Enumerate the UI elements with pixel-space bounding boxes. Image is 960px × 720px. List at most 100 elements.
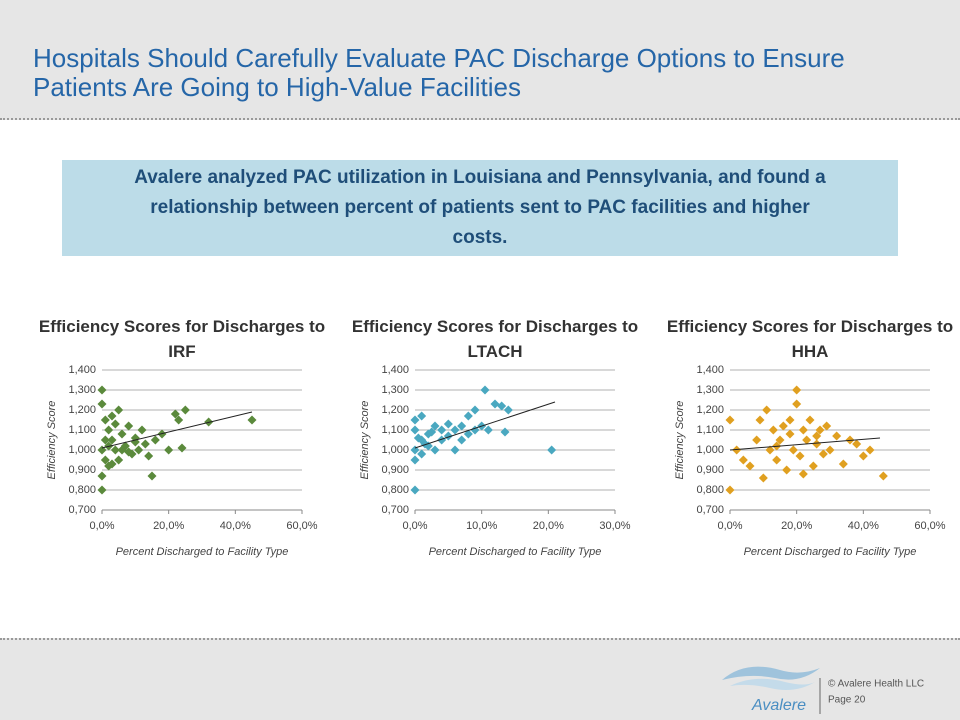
y-axis-label: Efficiency Score bbox=[674, 401, 686, 480]
point bbox=[852, 439, 862, 449]
point bbox=[785, 429, 795, 439]
y-tick-label: 1,000 bbox=[381, 444, 409, 456]
point bbox=[805, 415, 815, 425]
y-tick-label: 1,100 bbox=[381, 424, 409, 436]
point bbox=[117, 445, 127, 455]
point bbox=[97, 471, 107, 481]
point bbox=[124, 421, 134, 431]
point bbox=[758, 473, 768, 483]
point bbox=[427, 427, 437, 437]
x-tick-label: 0,0% bbox=[89, 520, 114, 532]
footer-art: Avalere © Avalere Health LLC Page 20 bbox=[722, 666, 924, 714]
y-tick-label: 1,100 bbox=[68, 424, 96, 436]
point bbox=[437, 435, 447, 445]
point bbox=[802, 435, 812, 445]
point bbox=[865, 445, 875, 455]
point bbox=[547, 445, 557, 455]
point bbox=[808, 461, 818, 471]
point bbox=[792, 399, 802, 409]
chart-title: Efficiency Scores for Discharges to LTAC… bbox=[351, 317, 639, 361]
point bbox=[812, 439, 822, 449]
y-tick-label: 0,700 bbox=[68, 504, 96, 516]
point bbox=[97, 385, 107, 395]
point bbox=[437, 425, 447, 435]
point bbox=[417, 411, 427, 421]
point bbox=[410, 485, 420, 495]
slide-title: Hospitals Should Carefully Evaluate PAC … bbox=[33, 43, 845, 102]
logo-swoosh bbox=[730, 678, 815, 690]
point bbox=[463, 411, 473, 421]
y-tick-label: 0,700 bbox=[696, 504, 724, 516]
chart-title: Efficiency Scores for Discharges to HHA bbox=[666, 317, 954, 361]
point bbox=[114, 405, 124, 415]
x-axis-label: Percent Discharged to Facility Type bbox=[744, 546, 917, 558]
point bbox=[150, 435, 160, 445]
point bbox=[410, 415, 420, 425]
point bbox=[117, 429, 127, 439]
point bbox=[480, 385, 490, 395]
point bbox=[752, 435, 762, 445]
point bbox=[822, 421, 832, 431]
point bbox=[775, 435, 785, 445]
x-tick-label: 20,0% bbox=[781, 520, 812, 532]
point bbox=[725, 485, 735, 495]
point bbox=[410, 455, 420, 465]
x-tick-label: 30,0% bbox=[599, 520, 630, 532]
y-tick-label: 0,900 bbox=[381, 464, 409, 476]
point bbox=[107, 459, 117, 469]
y-tick-label: 0,800 bbox=[696, 484, 724, 496]
point bbox=[100, 435, 110, 445]
point bbox=[137, 425, 147, 435]
y-tick-label: 1,200 bbox=[696, 404, 724, 416]
y-tick-label: 1,000 bbox=[696, 444, 724, 456]
x-tick-label: 0,0% bbox=[717, 520, 742, 532]
point bbox=[174, 415, 184, 425]
point bbox=[490, 399, 500, 409]
point bbox=[164, 445, 174, 455]
callout: Avalere analyzed PAC utilization in Loui… bbox=[62, 160, 898, 256]
point bbox=[812, 431, 822, 441]
point bbox=[798, 425, 808, 435]
point bbox=[107, 435, 117, 445]
point bbox=[503, 405, 513, 415]
point bbox=[768, 425, 778, 435]
point bbox=[497, 401, 507, 411]
point bbox=[420, 439, 430, 449]
callout-text: Avalere analyzed PAC utilization in Loui… bbox=[134, 167, 826, 248]
point bbox=[778, 421, 788, 431]
x-tick-label: 20,0% bbox=[153, 520, 184, 532]
point bbox=[483, 425, 493, 435]
y-tick-label: 0,800 bbox=[381, 484, 409, 496]
x-tick-label: 60,0% bbox=[286, 520, 317, 532]
y-tick-label: 1,300 bbox=[68, 384, 96, 396]
point bbox=[738, 455, 748, 465]
point bbox=[745, 461, 755, 471]
point bbox=[878, 471, 888, 481]
y-tick-label: 0,900 bbox=[68, 464, 96, 476]
header: Hospitals Should Carefully Evaluate PAC … bbox=[0, 0, 960, 120]
point bbox=[725, 415, 735, 425]
point bbox=[815, 425, 825, 435]
y-tick-label: 1,200 bbox=[381, 404, 409, 416]
point bbox=[140, 439, 150, 449]
x-axis-label: Percent Discharged to Facility Type bbox=[429, 546, 602, 558]
footer: Avalere © Avalere Health LLC Page 20 bbox=[0, 638, 960, 720]
point bbox=[470, 405, 480, 415]
y-axis-label: Efficiency Score bbox=[46, 401, 58, 480]
point bbox=[788, 445, 798, 455]
chart: 0,700 0,800 0,900 1,000 1,100 1,200 1,300 1,400… bbox=[674, 364, 946, 558]
point bbox=[97, 399, 107, 409]
x-tick-label: 0,0% bbox=[402, 520, 427, 532]
point bbox=[110, 419, 120, 429]
x-tick-label: 20,0% bbox=[533, 520, 564, 532]
point bbox=[732, 445, 742, 455]
y-tick-label: 1,300 bbox=[696, 384, 724, 396]
point bbox=[785, 415, 795, 425]
point bbox=[97, 485, 107, 495]
y-tick-label: 1,400 bbox=[68, 364, 96, 376]
logo-swoosh bbox=[722, 666, 820, 680]
point bbox=[463, 429, 473, 439]
chart: 0,700 0,800 0,900 1,000 1,100 1,200 1,300 1,400… bbox=[359, 364, 631, 558]
y-axis-label: Efficiency Score bbox=[359, 401, 371, 480]
point bbox=[104, 425, 114, 435]
